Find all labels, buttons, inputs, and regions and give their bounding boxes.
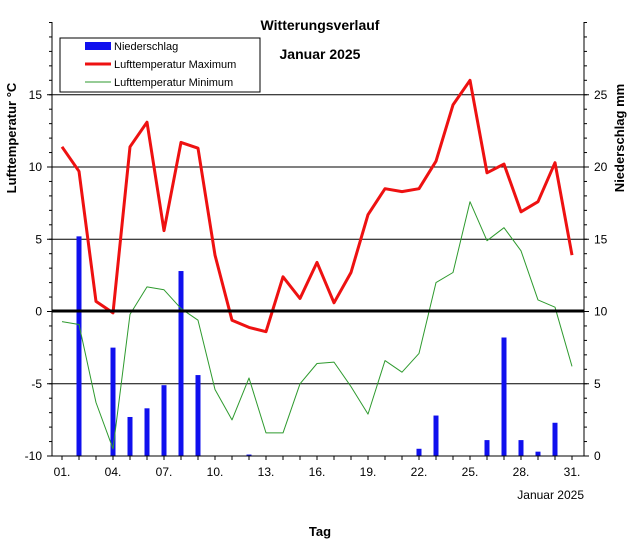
- precipitation-bar: [110, 347, 116, 456]
- x-axis-ticks: 01. 04. 07. 10. 13. 16. 19. 22. 25. 28. 31.: [54, 456, 581, 479]
- x-tick-label: 04.: [105, 465, 122, 479]
- precipitation-bar: [518, 440, 524, 456]
- legend-swatch-precipitation: [85, 42, 111, 50]
- right-tick-label: 15: [594, 232, 608, 246]
- right-tick-label: 25: [594, 88, 608, 102]
- left-tick-label: 15: [29, 88, 43, 102]
- legend-label-precipitation: Niederschlag: [114, 41, 178, 53]
- x-tick-label: 01.: [54, 465, 71, 479]
- temperature-lines: [60, 78, 574, 450]
- right-tick-label: 5: [594, 377, 601, 391]
- min-temperature-line: [61, 201, 573, 450]
- precipitation-bar: [178, 271, 184, 456]
- precipitation-bar: [484, 440, 490, 456]
- precipitation-bar: [416, 448, 422, 456]
- left-tick-label: 5: [35, 232, 42, 246]
- x-axis-label: Tag: [309, 524, 331, 539]
- legend: Niederschlag Lufttemperatur Maximum Luft…: [59, 37, 261, 93]
- x-tick-label: 25.: [462, 465, 479, 479]
- x-tick-label: 13.: [258, 465, 275, 479]
- precipitation-bar: [433, 415, 439, 456]
- legend-label-max-temp: Lufttemperatur Maximum: [114, 59, 236, 71]
- max-temperature-line: [60, 78, 574, 334]
- precipitation-bar: [535, 451, 541, 456]
- precipitation-bars: [76, 236, 558, 456]
- right-axis-ticks: 0 5 10 15 20 25: [584, 22, 608, 463]
- left-tick-label: -10: [25, 449, 43, 463]
- x-tick-label: 19.: [360, 465, 377, 479]
- y-axis-label-right: Niederschlag mm: [612, 84, 627, 192]
- left-axis-ticks: -10 -5 0 5 10 15: [25, 22, 52, 463]
- precipitation-bar: [501, 337, 507, 456]
- right-tick-label: 10: [594, 305, 608, 319]
- x-tick-label: 28.: [513, 465, 530, 479]
- x-tick-label: 07.: [156, 465, 173, 479]
- x-tick-label: 31.: [564, 465, 581, 479]
- left-tick-label: -5: [31, 377, 42, 391]
- precipitation-bar: [246, 454, 252, 456]
- chart-subtitle: Januar 2025: [280, 46, 361, 62]
- left-tick-label: 0: [35, 305, 42, 319]
- precipitation-bar: [76, 236, 82, 456]
- x-tick-label: 16.: [309, 465, 326, 479]
- x-tick-label: 22.: [411, 465, 428, 479]
- legend-label-min-temp: Lufttemperatur Minimum: [114, 77, 233, 89]
- right-tick-label: 20: [594, 160, 608, 174]
- chart-title: Witterungsverlauf: [261, 17, 380, 33]
- precipitation-bar: [195, 375, 201, 456]
- x-tick-label: 10.: [207, 465, 224, 479]
- precipitation-bar: [144, 408, 150, 456]
- precipitation-bar: [552, 422, 558, 456]
- left-tick-label: 10: [29, 160, 43, 174]
- precipitation-bar: [127, 416, 133, 456]
- y-axis-label-left: Lufttemperatur °C: [4, 82, 19, 193]
- precipitation-bar: [161, 385, 167, 456]
- right-tick-label: 0: [594, 449, 601, 463]
- x-axis-sublabel: Januar 2025: [517, 488, 584, 502]
